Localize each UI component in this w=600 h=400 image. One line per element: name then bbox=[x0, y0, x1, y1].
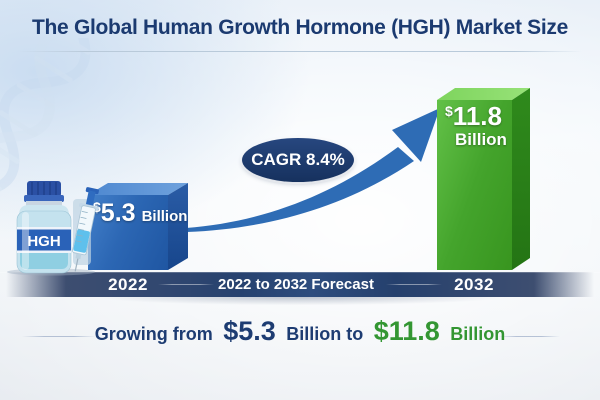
caption-tail: Billion bbox=[450, 324, 506, 344]
cagr-badge: CAGR 8.4% bbox=[242, 138, 354, 182]
currency-symbol: $ bbox=[445, 103, 453, 119]
bar-2022-side-face bbox=[168, 183, 188, 270]
currency-symbol: $ bbox=[93, 199, 101, 215]
caption-right-line bbox=[498, 336, 560, 337]
caption-from-value: $5.3 bbox=[223, 316, 276, 346]
page-title: The Global Human Growth Hormone (HGH) Ma… bbox=[31, 16, 569, 39]
caption-mid: Billion to bbox=[286, 324, 364, 344]
axis-connector-line bbox=[158, 284, 214, 285]
bar-2022 bbox=[88, 195, 168, 270]
caption-lead: Growing from bbox=[94, 324, 213, 344]
bar-2032 bbox=[437, 100, 512, 270]
timeline-band: 2022 2022 to 2032 Forecast 2032 bbox=[0, 272, 600, 297]
vial-label: HGH bbox=[27, 233, 60, 250]
axis-connector-line bbox=[386, 284, 442, 285]
bar-2022-top-face bbox=[88, 183, 188, 195]
bar-2032-top-face bbox=[437, 88, 530, 100]
bar-2022-value-label: $5.3 Billion bbox=[93, 199, 188, 227]
bar-2032-value-label: $11.8 Billion bbox=[445, 101, 507, 149]
axis-year-2032: 2032 bbox=[454, 275, 494, 294]
axis-year-2022: 2022 bbox=[108, 275, 148, 294]
title-divider bbox=[18, 51, 582, 52]
caption-left-line bbox=[22, 336, 96, 337]
band-shadow bbox=[30, 297, 570, 308]
axis-forecast-label: 2022 to 2032 Forecast bbox=[218, 276, 374, 293]
caption-to-value: $11.8 bbox=[373, 316, 440, 346]
bar-2032-side-face bbox=[512, 88, 530, 270]
summary-caption: Growing from $5.3 Billion to $11.8 Billi… bbox=[0, 316, 600, 358]
